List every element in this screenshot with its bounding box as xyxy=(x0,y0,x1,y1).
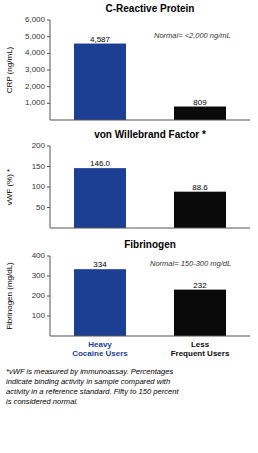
bar xyxy=(174,107,226,120)
bars xyxy=(74,44,226,120)
data-label: 88.6 xyxy=(192,183,208,192)
y-tick-label: 50 xyxy=(36,203,45,212)
figure: C-Reactive Protein CRP (ng/mL) 1,000 2,000 3… xyxy=(0,0,258,453)
y-tick-label: 2,000 xyxy=(25,82,46,91)
y-tick-label: 1,000 xyxy=(25,98,46,107)
y-axis-label: vWF (%) * xyxy=(5,169,14,205)
title: C-Reactive Protein xyxy=(106,3,195,14)
y-tick-label: 6,000 xyxy=(25,15,46,24)
bars xyxy=(74,269,226,336)
annotation: Normal= <2,000 ng/mL xyxy=(154,31,231,40)
x-tick-label: HeavyCocaine Users xyxy=(72,340,128,358)
data-label: 334 xyxy=(93,260,107,269)
bar xyxy=(174,192,226,228)
y-tick-label: 100 xyxy=(32,182,46,191)
data-label: 809 xyxy=(193,98,207,107)
data-label: 232 xyxy=(193,281,207,290)
y-tick-label: 100 xyxy=(32,311,46,320)
data-label: 146.0 xyxy=(90,159,111,168)
x-axis xyxy=(50,120,250,121)
y-axis xyxy=(50,20,51,120)
y-tick-label: 4,000 xyxy=(25,48,46,57)
y-axis xyxy=(50,146,51,228)
bars xyxy=(74,168,226,228)
x-axis xyxy=(50,336,250,337)
y-tick-label: 200 xyxy=(32,141,46,150)
bar xyxy=(74,44,126,120)
x-tick-label: LessFrequent Users xyxy=(171,340,230,358)
bar xyxy=(74,269,126,336)
y-tick-label: 150 xyxy=(32,162,46,171)
subplot: von Willebrand Factor * vWF (%) * 50 100 150… xyxy=(5,129,250,228)
y-tick-label: 3,000 xyxy=(25,65,46,74)
y-axis-label: Fibrinogen (mg/dL) xyxy=(5,262,14,330)
x-axis xyxy=(50,228,250,229)
y-tick-label: 300 xyxy=(32,271,46,280)
title: Fibrinogen xyxy=(124,239,176,250)
footnote: *vWF is measured by immunoassay. Percent… xyxy=(6,367,180,406)
y-tick-label: 400 xyxy=(32,251,46,260)
subplot: Fibrinogen Fibrinogen (mg/dL) 100 200 300 400… xyxy=(5,239,250,406)
subplot: C-Reactive Protein CRP (ng/mL) 1,000 2,000 3… xyxy=(5,3,250,120)
annotation: Normal= 150-300 mg/dL xyxy=(150,259,231,268)
bar xyxy=(174,290,226,336)
y-axis-label: CRP (ng/mL) xyxy=(5,46,14,93)
bar xyxy=(74,168,126,228)
y-tick-label: 200 xyxy=(32,291,46,300)
title: von Willebrand Factor * xyxy=(94,129,206,140)
data-label: 4,587 xyxy=(90,35,111,44)
y-tick-label: 5,000 xyxy=(25,32,46,41)
y-axis xyxy=(50,256,51,336)
